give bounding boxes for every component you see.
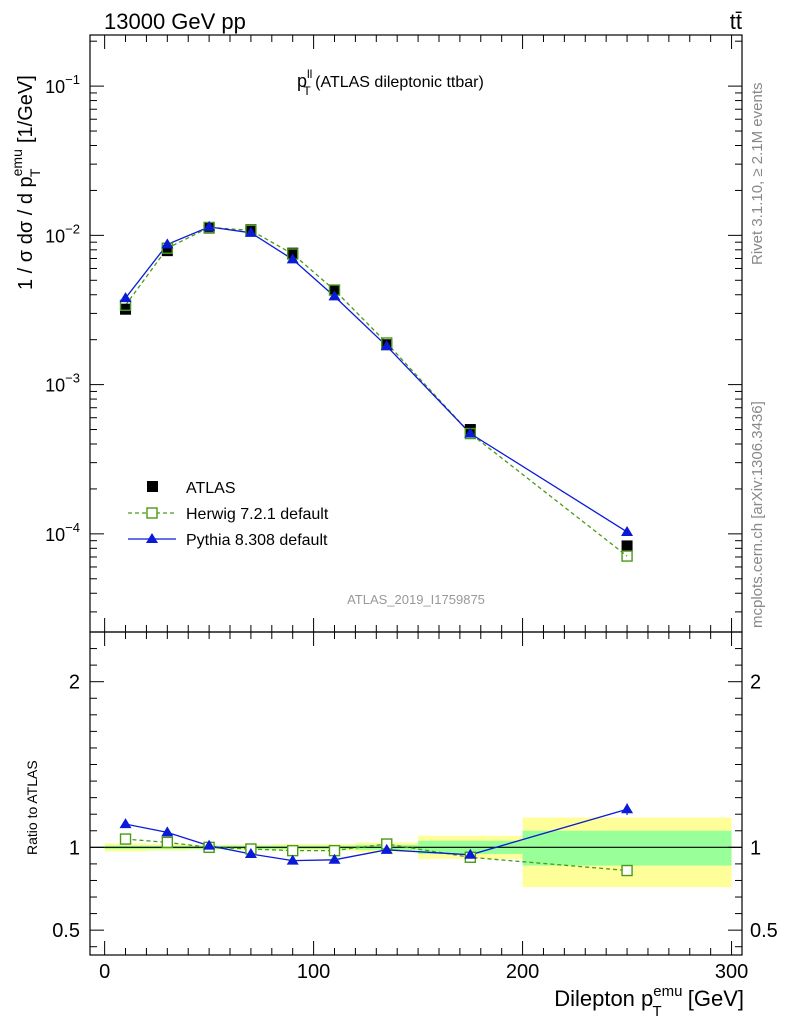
main-pythia-point [119,292,132,303]
main-atlas-point [120,303,132,315]
legend-atlas-marker [147,481,158,492]
main-atlas-point [287,247,299,259]
main-y-tick-mantissa: 10 [45,376,65,396]
ratio-y-tick-label-left: 2 [69,672,80,694]
ratio-pythia-point [244,847,257,858]
main-pythia-point [286,253,299,264]
main-atlas-point [161,245,173,257]
ratio-y-tick-label-left: 0.5 [52,920,80,942]
mcplots-reference-label: mcplots.cern.ch [arXiv:1306.3436] [749,401,766,628]
main-y-tick-label: 10−4 [45,520,80,545]
main-y-tick-label: 10−1 [45,72,80,97]
main-y-axis-label-rest: [1/GeV] [15,75,37,148]
main-y-tick-exponent: −2 [65,221,80,236]
main-plot-area [119,220,634,562]
header-right-label: tt̄ [730,9,742,34]
ratio-pythia-point [621,803,634,814]
main-panel: 10−110−210−310−4 pll T (ATLAS dileptonic … [9,34,743,633]
analysis-watermark: ATLAS_2019_I1759875 [347,592,485,607]
legend: ATLAS Herwig 7.2.1 default Pythia 8.308 … [128,480,329,549]
main-pythia-point [621,525,634,536]
ratio-plot-area [90,803,742,888]
ratio-y-tick-label-left: 1 [69,837,80,859]
legend-herwig-label: Herwig 7.2.1 default [186,506,329,523]
x-axis-label-main: Dilepton p [554,986,653,1011]
main-atlas-point [621,540,633,552]
ratio-y-tick-label-right: 2 [750,672,761,694]
ratio-pythia-point [328,853,341,864]
ratio-herwig-point [119,833,132,845]
main-pythia-point [244,226,257,237]
ratio-frame [89,631,743,956]
x-axis-label: Dilepton pemu T [GeV] [554,983,744,1020]
x-axis-label-sub: T [652,1003,661,1020]
x-tick-label: 200 [506,961,539,983]
main-y-tick-exponent: −1 [65,72,80,87]
main-atlas-point [329,284,340,296]
ratio-herwig-point [621,864,633,877]
main-y-tick-mantissa: 10 [45,226,65,246]
main-y-axis-label: 1 / σ dσ / d pemu T [1/GeV] [9,75,43,290]
main-y-tick-exponent: −3 [65,371,80,386]
main-pythia-point [464,427,477,438]
header-left-label: 13000 GeV pp [104,9,246,34]
ratio-band-inner [522,830,732,866]
main-pythia-point [161,238,174,249]
ratio-pythia-point [380,843,393,854]
main-axis-ticks: 10−110−210−310−4 [45,35,742,632]
plot-title: pll T (ATLAS dileptonic ttbar) [297,67,484,98]
main-y-axis-label-main: 1 / σ dσ / d p [15,176,37,290]
x-tick-label: 300 [715,961,748,983]
plot-title-sup: ll [307,67,312,81]
legend-item-pythia: Pythia 8.308 default [128,532,328,549]
x-axis-label-rest: [GeV] [682,986,744,1011]
ratio-pythia-point [119,818,132,829]
main-y-tick-mantissa: 10 [45,525,65,545]
ratio-y-axis-label: Ratio to ATLAS [24,760,40,855]
main-pythia-point [203,220,216,231]
main-y-tick-label: 10−3 [45,371,80,396]
main-pythia-point [328,290,341,301]
main-y-tick-exponent: −4 [65,520,80,535]
ratio-pythia-point [203,839,216,850]
main-herwig-line [124,226,628,557]
main-y-axis-label-sup: emu [9,149,25,176]
ratio-y-tick-label-right: 1 [750,837,761,859]
plot-title-sub: T [303,84,311,98]
rivet-version-label: Rivet 3.1.10, ≥ 2.1M events [749,83,766,266]
legend-herwig-marker [146,507,158,519]
plot-title-rest: (ATLAS dileptonic ttbar) [311,74,484,91]
legend-item-herwig: Herwig 7.2.1 default [128,506,329,523]
x-axis-label-sup: emu [653,983,682,1000]
ratio-pythia-point [161,826,174,837]
ratio-pythia-point [464,848,477,859]
main-herwig-point [621,550,633,562]
ratio-axis-ticks: 0.5 0.5 1 1 2 2 0 100 200 300 [52,632,778,983]
ratio-herwig-point [161,836,174,849]
plot-title-main: p [297,71,307,91]
x-tick-label: 100 [297,961,330,983]
x-tick-label: 0 [99,961,110,983]
main-pythia-point [380,340,393,351]
main-y-axis-label-sub: T [27,168,43,177]
ratio-panel: 0.5 0.5 1 1 2 2 0 100 200 300 Ratio to ATLAS Dile… [24,631,778,1020]
ratio-y-tick-label-right: 0.5 [750,920,778,942]
legend-pythia-label: Pythia 8.308 default [186,532,328,549]
legend-item-atlas: ATLAS [147,480,236,497]
ratio-herwig-point [287,844,299,857]
ratio-pythia-point [286,854,299,865]
main-y-tick-label: 10−2 [45,221,80,246]
main-y-tick-mantissa: 10 [45,77,65,97]
legend-atlas-label: ATLAS [186,480,236,497]
legend-pythia-marker [146,533,158,543]
